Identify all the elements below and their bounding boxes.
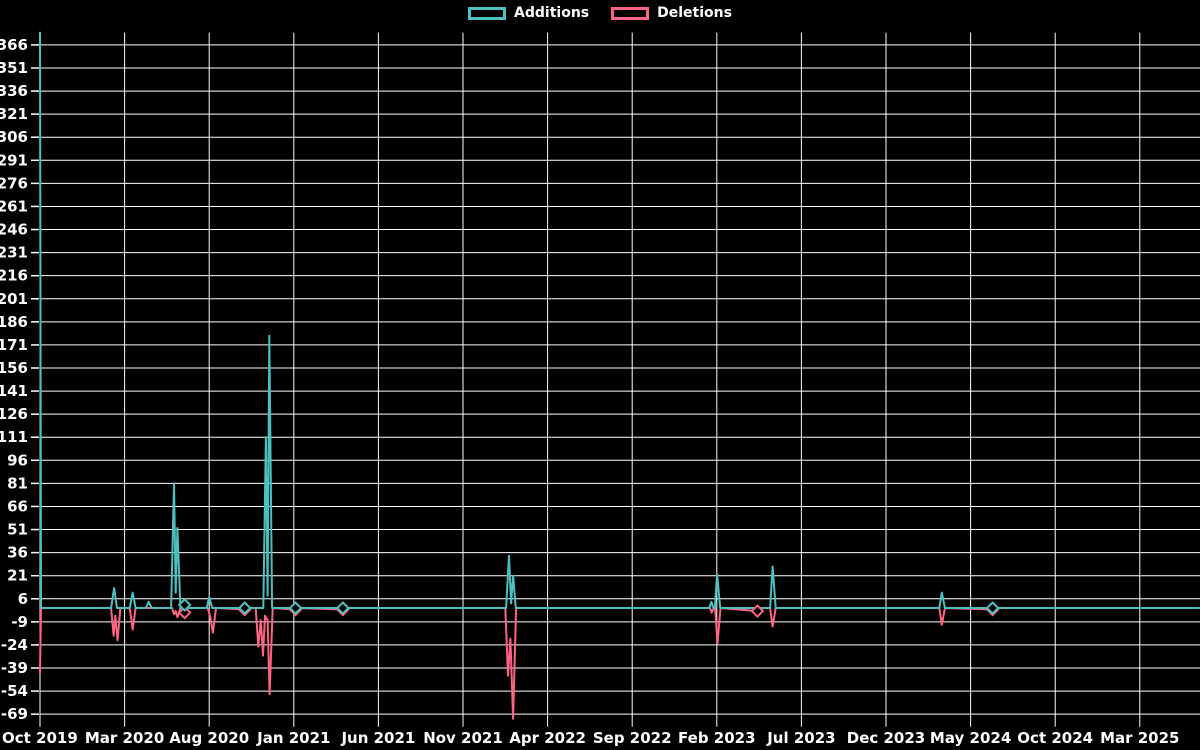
x-tick-label: Mar 2020: [85, 729, 164, 747]
x-tick-label: May 2024: [930, 729, 1011, 747]
x-tick-label: Feb 2023: [678, 729, 756, 747]
legend-swatch-additions-icon: [468, 6, 507, 20]
y-tick-label: 201: [0, 290, 28, 308]
y-tick-label: 171: [0, 336, 28, 354]
y-tick-label: -69: [1, 705, 28, 723]
y-tick-label: 321: [0, 105, 28, 123]
legend-item-additions[interactable]: Additions: [468, 6, 589, 20]
y-tick-label: 111: [0, 428, 28, 446]
y-tick-label: -39: [1, 659, 28, 677]
point-marker-deletions-icon: [177, 605, 192, 620]
y-tick-label: 291: [0, 151, 28, 169]
x-tick-label: Apr 2022: [509, 729, 586, 747]
y-tick-label: 246: [0, 221, 28, 239]
y-tick-label: 261: [0, 197, 28, 215]
y-tick-label: 96: [7, 451, 28, 469]
y-tick-label: 21: [7, 567, 28, 585]
x-tick-label: Oct 2024: [1017, 729, 1093, 747]
y-tick-label: 231: [0, 244, 28, 262]
point-marker-additions-icon: [237, 601, 252, 615]
x-tick-label: Jan 2021: [256, 729, 330, 747]
point-marker-deletions-icon: [750, 604, 765, 618]
legend-label-deletions: Deletions: [657, 5, 732, 21]
x-tick-label: Aug 2020: [169, 729, 249, 747]
x-tick-label: Sep 2022: [593, 729, 672, 747]
y-tick-label: 81: [7, 474, 28, 492]
y-tick-label: 276: [0, 174, 28, 192]
x-tick-label: Jun 2021: [340, 729, 415, 747]
y-tick-label: 51: [7, 521, 28, 539]
chart-legend: Additions Deletions: [0, 6, 1200, 20]
y-tick-label: 336: [0, 82, 28, 100]
y-tick-label: 66: [7, 497, 28, 515]
y-tick-label: 36: [7, 544, 28, 562]
x-tick-label: Jul 2023: [766, 729, 835, 747]
y-tick-label: -54: [1, 682, 28, 700]
point-marker-additions-icon: [177, 598, 192, 612]
series-line-deletions: [39, 607, 1200, 720]
y-tick-label: 186: [0, 313, 28, 331]
y-tick-label: 6: [18, 590, 28, 608]
y-tick-label: 351: [0, 59, 28, 77]
legend-item-deletions[interactable]: Deletions: [611, 6, 732, 20]
y-tick-label: 306: [0, 128, 28, 146]
y-tick-label: 366: [0, 36, 28, 54]
x-tick-label: Oct 2019: [2, 729, 78, 747]
x-tick-label: Dec 2023: [847, 729, 926, 747]
y-tick-label: 156: [0, 359, 28, 377]
y-tick-label: 216: [0, 267, 28, 285]
point-marker-additions-icon: [985, 601, 1000, 615]
point-marker-additions-icon: [335, 601, 350, 615]
y-tick-label: -9: [11, 613, 28, 631]
y-tick-label: -24: [1, 636, 28, 654]
point-marker-additions-icon: [288, 601, 303, 615]
x-tick-label: Nov 2021: [423, 729, 503, 747]
y-tick-label: 141: [0, 382, 28, 400]
y-tick-label: 126: [0, 405, 28, 423]
legend-label-additions: Additions: [514, 5, 590, 21]
x-tick-label: Mar 2025: [1100, 729, 1179, 747]
legend-swatch-deletions-icon: [611, 6, 650, 20]
series-line-additions: [39, 31, 1200, 609]
